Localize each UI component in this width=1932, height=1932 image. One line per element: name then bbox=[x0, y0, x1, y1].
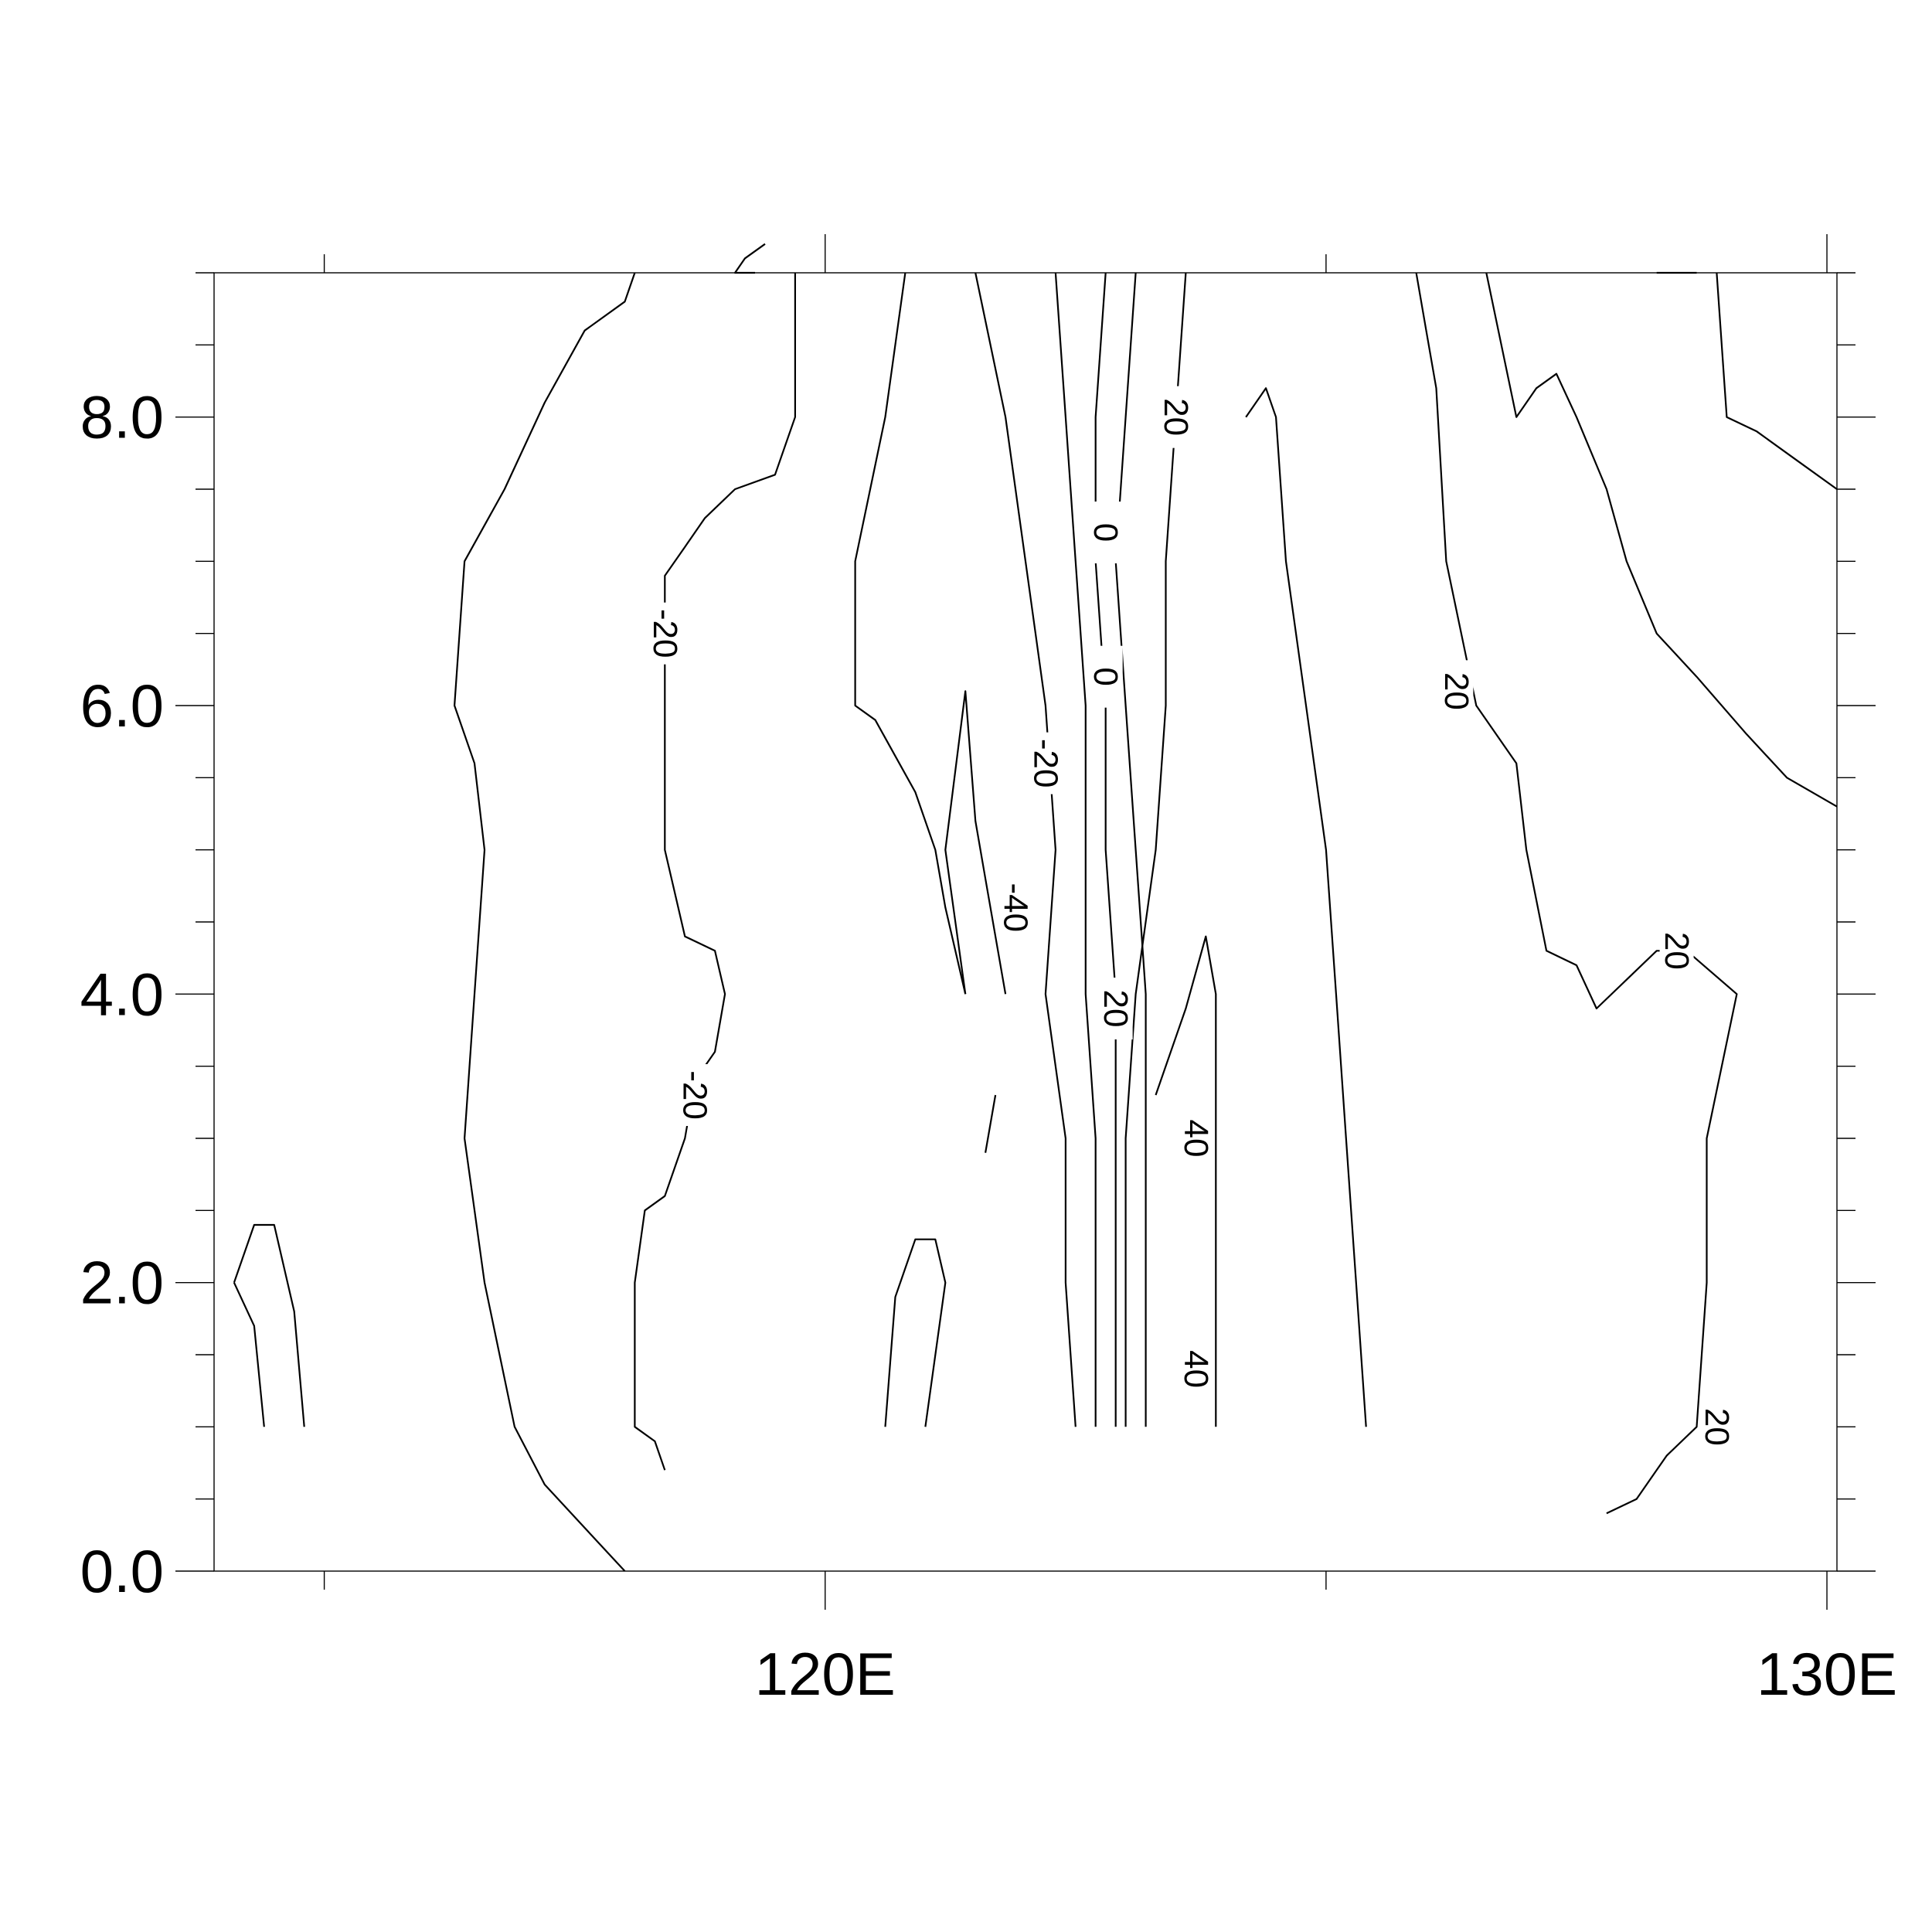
contour-label-bg bbox=[1179, 1338, 1213, 1400]
contour-line bbox=[733, 243, 766, 274]
contour-label: 0 bbox=[1087, 667, 1124, 685]
contour-line bbox=[985, 1094, 997, 1153]
contour-label: 40 bbox=[1177, 1120, 1215, 1158]
contour-label-bg bbox=[1439, 660, 1474, 723]
contour-label-bg bbox=[1158, 386, 1193, 448]
contour-label-bg bbox=[648, 602, 682, 665]
y-tick-label: 2.0 bbox=[80, 1249, 164, 1317]
contour-label-bg bbox=[1699, 1396, 1734, 1458]
contour-line bbox=[233, 1223, 305, 1427]
contour-label: -20 bbox=[646, 609, 684, 658]
contour-labels: -20 -20 -20 -40 0 0 20 20 40 40 20 20 20 bbox=[646, 386, 1736, 1458]
contour-line bbox=[1054, 272, 1097, 1427]
contour-label-bg bbox=[1028, 732, 1063, 794]
major-ticks bbox=[175, 234, 1876, 1610]
contour-line bbox=[944, 690, 1007, 995]
y-tick-label: 4.0 bbox=[80, 960, 164, 1028]
contour-line bbox=[1245, 387, 1367, 1427]
contour-line bbox=[884, 1238, 947, 1427]
contour-label: -40 bbox=[997, 883, 1035, 933]
contour-line bbox=[233, 1282, 265, 1427]
contour-line bbox=[1114, 272, 1147, 1427]
tick-labels: 0.0 2.0 4.0 6.0 8.0 120E 130E bbox=[80, 383, 1898, 1708]
contour-line bbox=[1094, 272, 1117, 1427]
contour-line bbox=[1716, 272, 1838, 490]
contour-label-bg bbox=[1088, 502, 1123, 563]
contour-line bbox=[975, 272, 1077, 1427]
contour-label: -20 bbox=[1026, 739, 1064, 788]
contour-line bbox=[854, 272, 967, 995]
contour-label-bg bbox=[1659, 920, 1694, 982]
contour-lines bbox=[233, 243, 1838, 1572]
contour-label: 20 bbox=[1097, 990, 1134, 1028]
contour-label: -20 bbox=[676, 1070, 714, 1120]
contour-label-bg bbox=[1179, 1107, 1213, 1169]
contour-line bbox=[634, 273, 797, 1471]
contour-label: 40 bbox=[1177, 1350, 1215, 1388]
contour-label: 20 bbox=[1157, 398, 1195, 436]
contour-line bbox=[453, 272, 636, 1572]
contour-label: 20 bbox=[1698, 1408, 1736, 1446]
y-tick-label: 6.0 bbox=[80, 672, 164, 740]
x-tick-label: 120E bbox=[755, 1640, 896, 1708]
contour-label: 20 bbox=[1437, 672, 1475, 710]
contour-label-bg bbox=[678, 1064, 713, 1126]
y-tick-label: 8.0 bbox=[80, 383, 164, 451]
contour-line bbox=[1415, 272, 1738, 1515]
minor-ticks bbox=[196, 254, 1855, 1590]
contour-label: 20 bbox=[1658, 932, 1696, 970]
x-tick-label: 130E bbox=[1757, 1640, 1897, 1708]
contour-label-bg bbox=[1098, 978, 1133, 1039]
contour-label: 0 bbox=[1087, 523, 1124, 542]
contour-label-bg bbox=[998, 876, 1033, 939]
contour-line bbox=[1155, 935, 1217, 1427]
contour-label-bg bbox=[1088, 645, 1123, 708]
contour-line bbox=[1485, 272, 1838, 808]
y-tick-label: 0.0 bbox=[80, 1537, 164, 1605]
